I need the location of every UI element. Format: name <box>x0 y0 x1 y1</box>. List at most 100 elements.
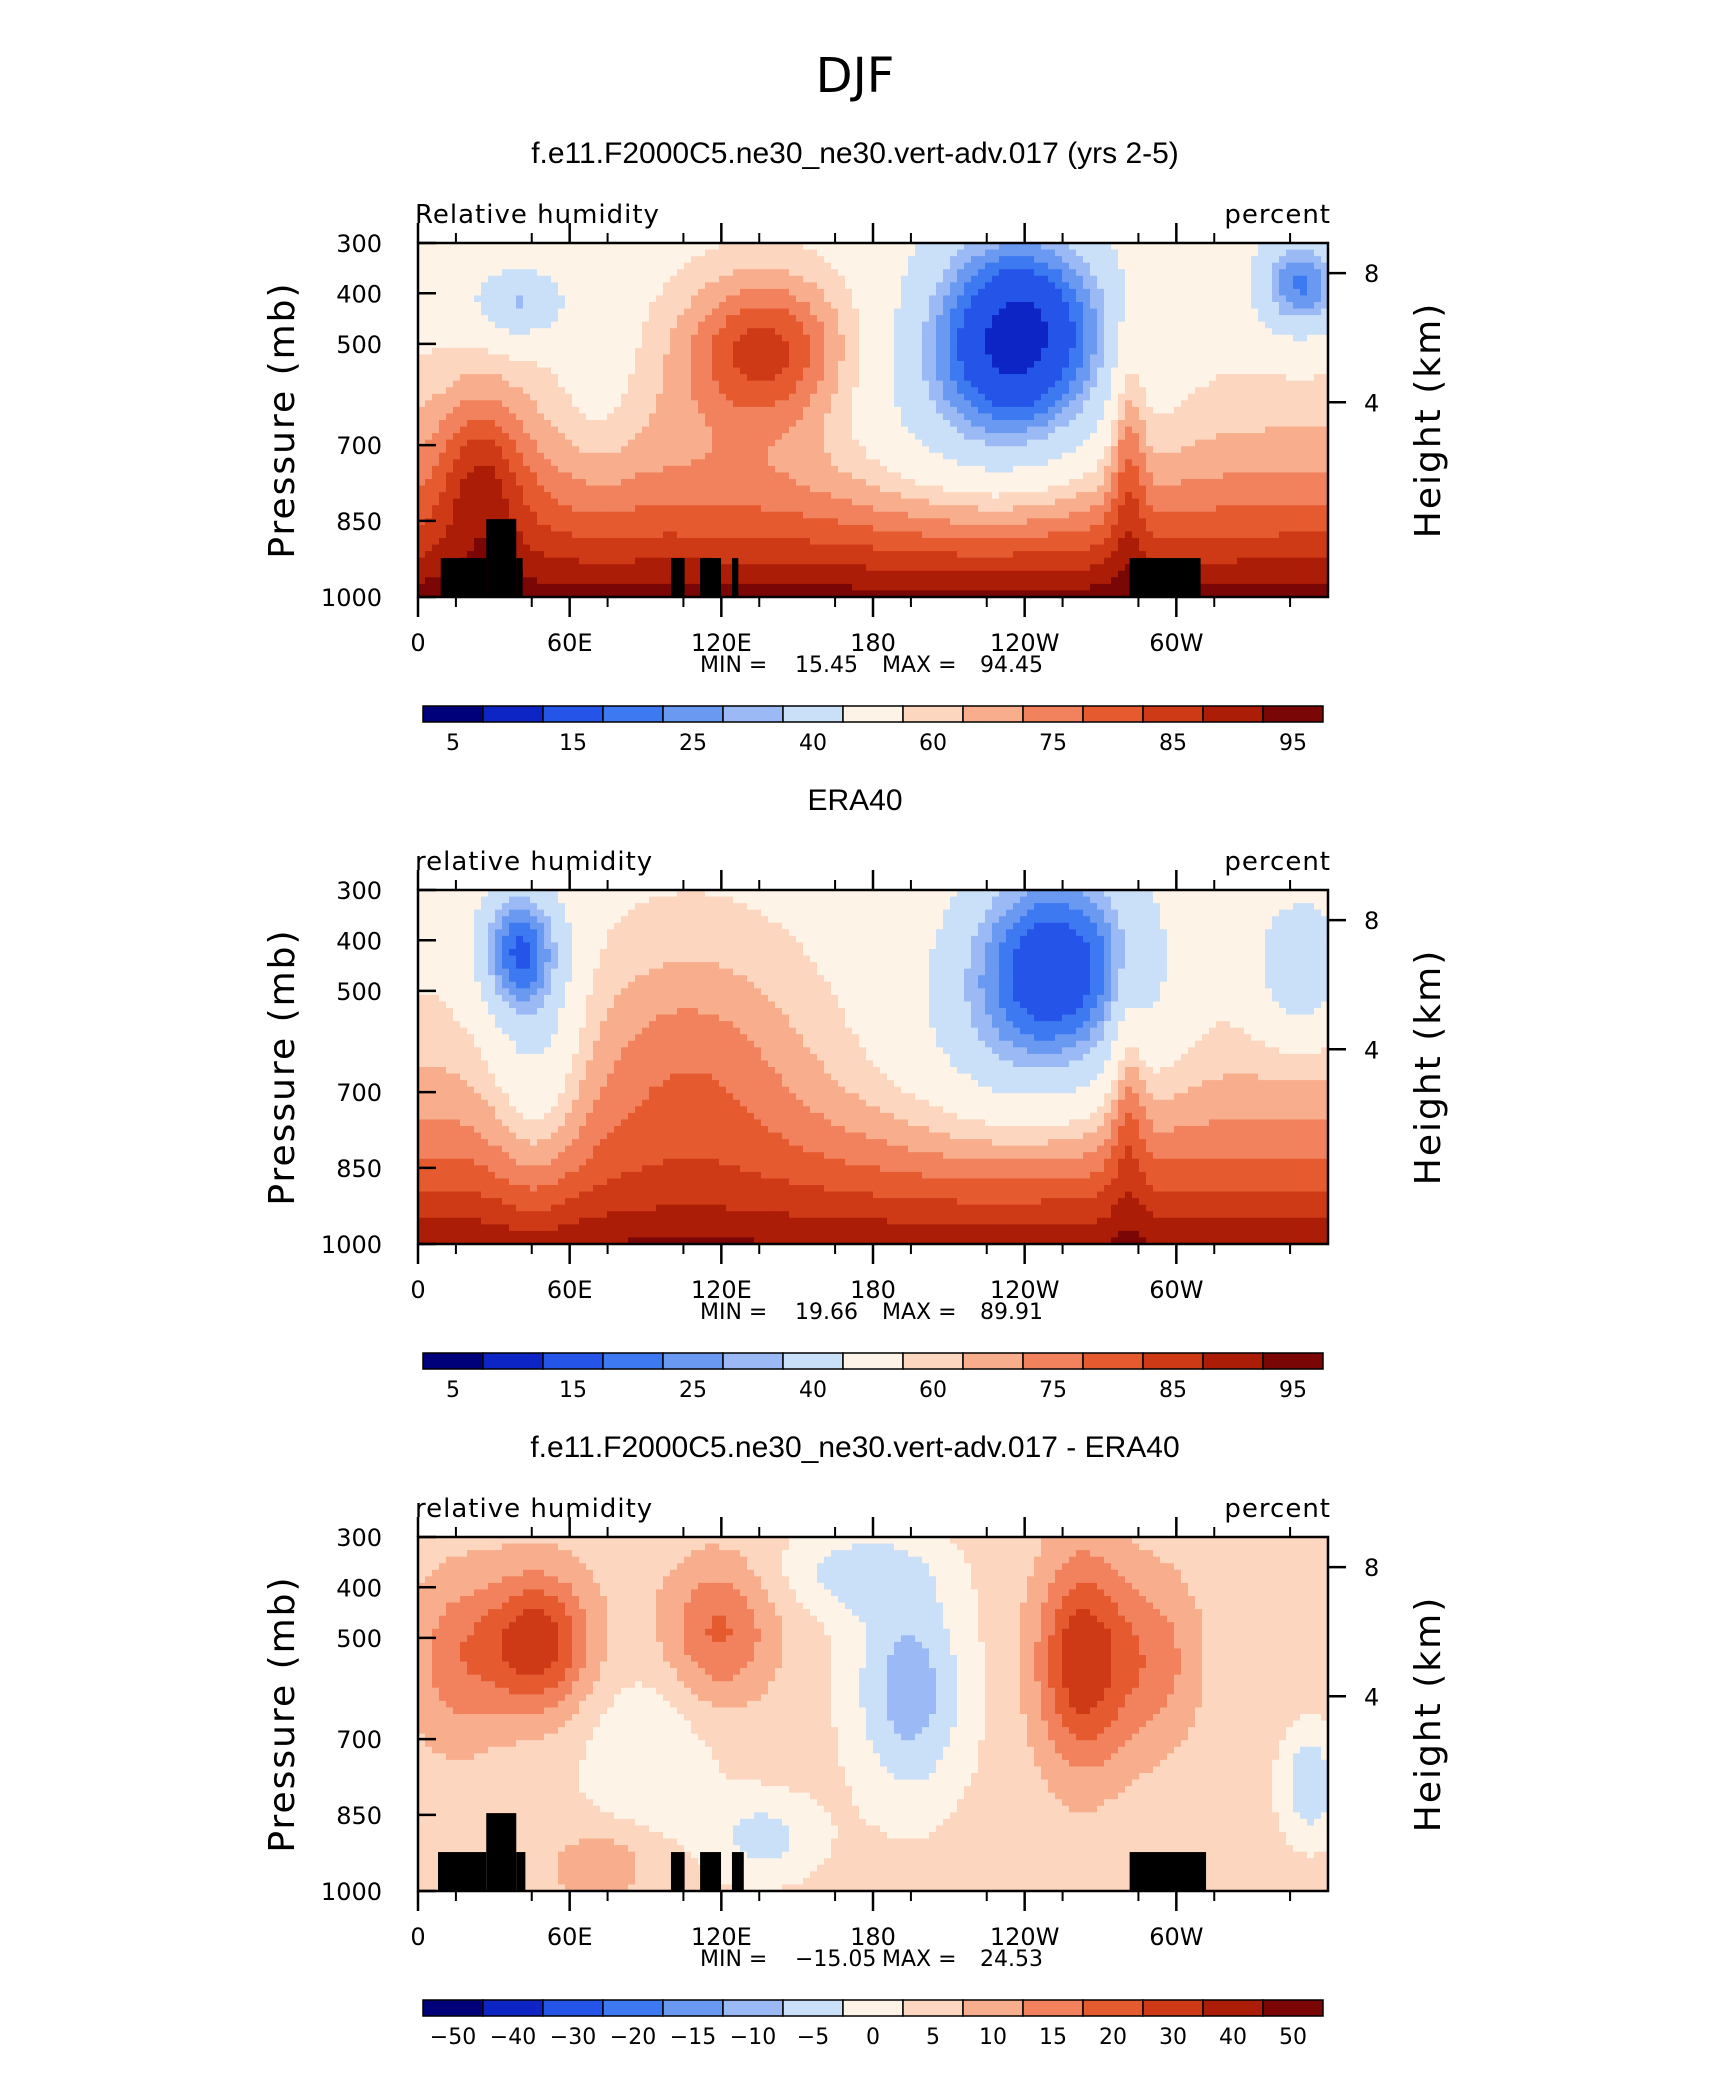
heatmap-cell <box>1167 275 1175 283</box>
heatmap-cell <box>1223 380 1231 388</box>
heatmap-cell <box>1111 334 1119 342</box>
heatmap-cell <box>754 302 762 310</box>
heatmap-cell <box>950 315 958 323</box>
heatmap-cell <box>677 334 685 342</box>
heatmap-cell <box>1258 262 1266 270</box>
heatmap-cell <box>565 262 573 270</box>
heatmap-cell <box>838 269 846 277</box>
heatmap-cell <box>551 361 559 369</box>
heatmap-cell <box>439 465 447 474</box>
heatmap-cell <box>733 256 741 264</box>
heatmap-cell <box>901 243 909 251</box>
heatmap-cell <box>698 321 706 329</box>
heatmap-cell <box>425 374 433 382</box>
heatmap-cell <box>1265 452 1273 460</box>
heatmap-cell <box>1013 361 1021 369</box>
heatmap-cell <box>929 426 937 434</box>
heatmap-cell <box>607 400 615 408</box>
heatmap-cell <box>1020 262 1028 270</box>
heatmap-cell <box>495 400 503 408</box>
heatmap-cell <box>726 446 734 454</box>
heatmap-cell <box>782 406 790 415</box>
heatmap-cell <box>1258 288 1266 297</box>
heatmap-cell <box>1314 393 1322 401</box>
heatmap-cell <box>845 465 853 474</box>
heatmap-cell <box>810 249 818 257</box>
heatmap-cell <box>964 269 972 277</box>
heatmap-cell <box>614 465 622 474</box>
heatmap-cell <box>810 347 818 356</box>
heatmap-cell <box>915 328 923 336</box>
heatmap-cell <box>1230 321 1238 329</box>
heatmap-cell <box>873 452 881 460</box>
heatmap-cell <box>1153 472 1161 480</box>
heatmap-cell <box>880 243 888 251</box>
heatmap-cell <box>824 354 832 362</box>
heatmap-cell <box>1125 361 1133 369</box>
heatmap-cell <box>747 347 755 356</box>
heatmap-cell <box>1055 413 1063 421</box>
heatmap-cell <box>1174 302 1182 310</box>
heatmap-cell <box>1272 269 1280 277</box>
heatmap-cell <box>446 243 454 251</box>
heatmap-cell <box>1174 275 1182 283</box>
heatmap-cell <box>782 269 790 277</box>
heatmap-cell <box>1286 354 1294 362</box>
heatmap-cell <box>1216 256 1224 264</box>
heatmap-cell <box>838 328 846 336</box>
heatmap-cell <box>1223 321 1231 329</box>
heatmap-cell <box>1258 400 1266 408</box>
heatmap-cell <box>530 269 538 277</box>
heatmap-cell <box>1097 262 1105 270</box>
heatmap-cell <box>586 479 594 487</box>
heatmap-cell <box>957 282 965 290</box>
heatmap-cell <box>1181 380 1189 388</box>
heatmap-cell <box>859 288 867 297</box>
heatmap-cell <box>1167 302 1175 310</box>
heatmap-cell <box>1034 269 1042 277</box>
heatmap-cell <box>1216 400 1224 408</box>
heatmap-cell <box>1006 433 1014 441</box>
heatmap-cell <box>719 479 727 487</box>
heatmap-cell <box>1083 347 1091 356</box>
heatmap-cell <box>1139 269 1147 277</box>
heatmap-cell <box>418 262 426 270</box>
heatmap-cell <box>551 295 559 303</box>
heatmap-cell <box>537 433 545 441</box>
heatmap-cell <box>551 472 559 480</box>
heatmap-cell <box>607 459 615 467</box>
heatmap-cell <box>1167 374 1175 382</box>
heatmap-cell <box>908 446 916 454</box>
heatmap-cell <box>691 295 699 303</box>
heatmap-cell <box>866 321 874 329</box>
heatmap-cell <box>831 256 839 264</box>
heatmap-cell <box>628 485 636 493</box>
heatmap-cell <box>992 387 1000 395</box>
heatmap-cell <box>719 308 727 316</box>
heatmap-cell <box>915 465 923 474</box>
heatmap-cell <box>831 465 839 474</box>
heatmap-cell <box>1104 380 1112 388</box>
heatmap-cell <box>1013 341 1021 349</box>
heatmap-cell <box>852 269 860 277</box>
heatmap-cell <box>866 308 874 316</box>
heatmap-cell <box>1258 374 1266 382</box>
heatmap-cell <box>642 459 650 467</box>
heatmap-cell <box>1118 361 1126 369</box>
heatmap-cell <box>432 439 440 447</box>
heatmap-cell <box>439 315 447 323</box>
heatmap-cell <box>1055 485 1063 493</box>
heatmap-cell <box>712 433 720 441</box>
heatmap-cell <box>733 341 741 349</box>
heatmap-cell <box>719 485 727 493</box>
heatmap-cell <box>1174 347 1182 356</box>
heatmap-cell <box>1167 406 1175 415</box>
heatmap-cell <box>1258 256 1266 264</box>
heatmap-cell <box>1181 387 1189 395</box>
heatmap-cell <box>1034 433 1042 441</box>
heatmap-cell <box>845 406 853 415</box>
heatmap-cell <box>453 334 461 342</box>
heatmap-cell <box>495 446 503 454</box>
heatmap-cell <box>740 465 748 474</box>
heatmap-cell <box>474 433 482 441</box>
